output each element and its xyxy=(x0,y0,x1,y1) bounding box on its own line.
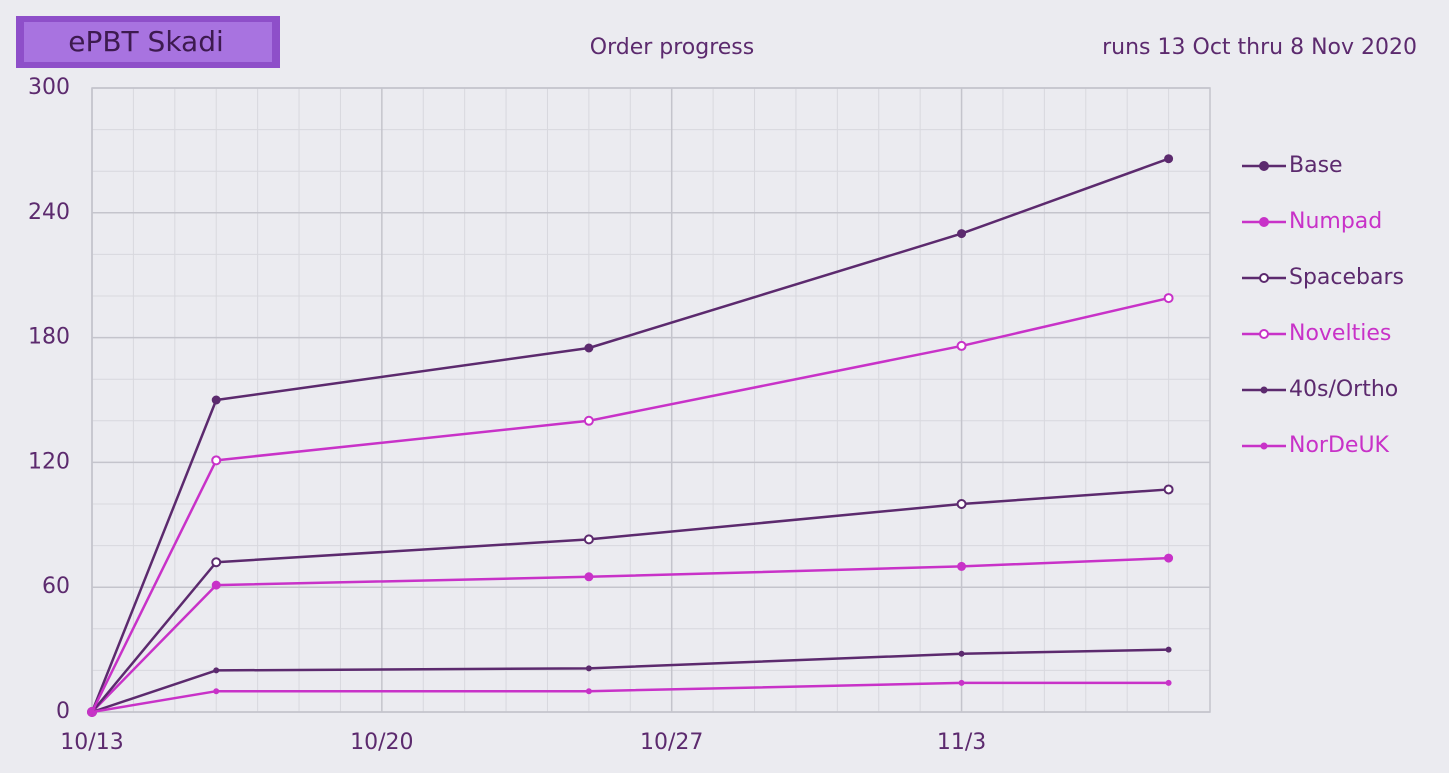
series xyxy=(89,679,1172,715)
y-tick-label: 120 xyxy=(28,449,70,474)
data-point xyxy=(211,580,221,590)
data-point xyxy=(1165,679,1172,686)
badge: ePBT Skadi xyxy=(16,16,280,68)
legend-marker xyxy=(1260,442,1268,450)
legend-marker xyxy=(1259,217,1269,227)
chart-title: Order progress xyxy=(590,35,754,60)
data-point xyxy=(1165,646,1172,653)
y-tick-label: 60 xyxy=(42,574,70,599)
y-tick-label: 300 xyxy=(28,75,70,100)
legend-item: Numpad xyxy=(1242,209,1382,234)
legend-marker xyxy=(1260,386,1268,394)
chart-subtitle: runs 13 Oct thru 8 Nov 2020 xyxy=(1102,35,1417,60)
data-point xyxy=(1164,154,1174,164)
legend-item: Spacebars xyxy=(1242,265,1404,290)
data-point xyxy=(89,709,95,715)
legend-marker xyxy=(1259,329,1269,339)
x-tick-label: 10/27 xyxy=(640,730,703,755)
data-point xyxy=(1163,293,1174,304)
data-point xyxy=(956,340,967,351)
legend-item: Base xyxy=(1242,153,1343,178)
data-point xyxy=(583,415,594,426)
data-point xyxy=(213,688,220,695)
data-point xyxy=(956,499,967,509)
data-point xyxy=(958,679,965,686)
y-tick-label: 0 xyxy=(56,699,70,724)
data-point xyxy=(213,667,220,674)
x-tick-label: 11/3 xyxy=(937,730,986,755)
data-point xyxy=(583,534,594,545)
legend-label: Spacebars xyxy=(1289,265,1404,290)
legend-item: 40s/Ortho xyxy=(1242,377,1398,402)
legend-item: Novelties xyxy=(1242,321,1391,346)
legend-label: Novelties xyxy=(1289,321,1391,346)
data-point xyxy=(584,572,594,582)
data-point xyxy=(211,395,221,405)
data-point xyxy=(958,650,965,657)
legend-label: NorDeUK xyxy=(1289,433,1390,458)
data-point xyxy=(211,557,222,568)
legend-marker xyxy=(1259,273,1269,283)
data-point xyxy=(585,688,592,695)
legend-label: Base xyxy=(1289,153,1343,178)
data-point xyxy=(957,229,967,239)
y-tick-label: 180 xyxy=(28,325,70,350)
series xyxy=(87,154,1174,717)
data-point xyxy=(211,455,222,466)
plot-frame xyxy=(91,87,1211,713)
x-tick-label: 10/20 xyxy=(350,730,413,755)
badge-label: ePBT Skadi xyxy=(68,25,224,58)
badge-face xyxy=(24,22,272,62)
x-tick-label: 10/13 xyxy=(60,730,123,755)
data-point xyxy=(585,665,592,672)
data-point xyxy=(1163,484,1174,495)
legend-label: Numpad xyxy=(1289,209,1382,234)
legend-label: 40s/Ortho xyxy=(1289,377,1398,402)
y-tick-label: 240 xyxy=(28,200,70,225)
data-point xyxy=(1164,553,1174,563)
legend-marker xyxy=(1259,161,1269,171)
data-point xyxy=(584,343,594,353)
data-point xyxy=(957,561,967,571)
legend-item: NorDeUK xyxy=(1242,433,1390,458)
